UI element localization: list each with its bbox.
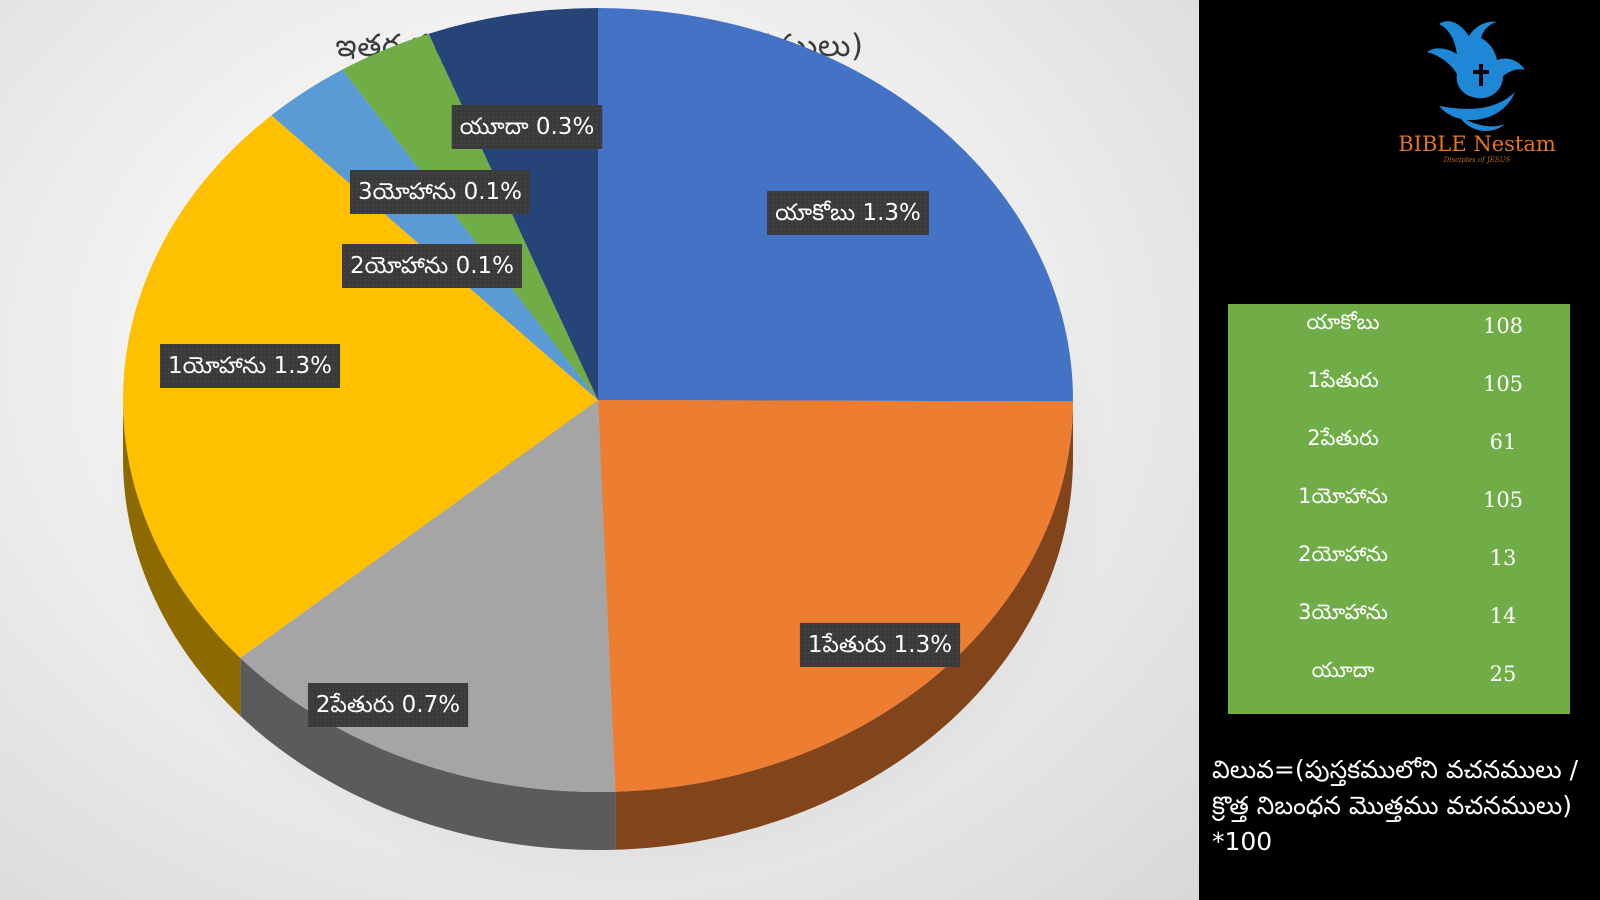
- formula-note: విలువ=(పుస్తకములోని వచనములు / క్రొత్త ని…: [1212, 752, 1592, 860]
- data-label: 1పేతురు 1.3%: [799, 623, 961, 667]
- data-label-text: 1యోహాను 1.3%: [168, 353, 332, 379]
- table-cell-value: 105: [1482, 488, 1524, 512]
- data-label-text: 3యోహాను 0.1%: [358, 179, 522, 205]
- data-label-text: 2యోహాను 0.1%: [350, 253, 514, 279]
- data-label-box: [349, 170, 531, 214]
- table-cell-value: 108: [1482, 314, 1524, 338]
- logo-tagline: Disciples of JESUS: [1443, 156, 1511, 164]
- pie-slice: [598, 400, 1073, 792]
- verse-count-table: యాకోబు 108 1పేతురు 105 2పేతురు 61 1యోహాన…: [1228, 304, 1570, 714]
- table-cell-value: 105: [1482, 372, 1524, 396]
- data-label-text: యూదా 0.3%: [460, 114, 595, 140]
- data-label: 2యోహాను 0.1%: [341, 244, 523, 288]
- table-cell-value: 14: [1489, 604, 1517, 628]
- table-row: యాకోబు 108: [1228, 304, 1570, 362]
- data-label-box: [799, 623, 961, 667]
- table-cell-name: 2యోహాను: [1298, 542, 1388, 566]
- table-row: 1యోహాను 105: [1228, 478, 1570, 536]
- table-row: యూదా 25: [1228, 652, 1570, 710]
- table-row: 2యోహాను 13: [1228, 536, 1570, 594]
- data-label-text: 2పేతురు 0.7%: [316, 692, 460, 718]
- formula-line: *100: [1212, 827, 1273, 856]
- formula-line: విలువ=(పుస్తకములోని వచనములు /: [1212, 755, 1579, 784]
- pie-slice: [123, 115, 599, 658]
- data-label-box: [159, 344, 341, 388]
- table-cell-name: యూదా: [1311, 658, 1375, 682]
- data-label-box: [767, 191, 929, 235]
- data-label: 3యోహాను 0.1%: [349, 170, 531, 214]
- table-cell-name: యాకోబు: [1306, 310, 1380, 334]
- data-label-box: [307, 683, 469, 727]
- data-label-text: 1పేతురు 1.3%: [808, 632, 952, 658]
- table-cell-value: 13: [1489, 546, 1517, 570]
- data-label-box: [451, 105, 603, 149]
- table-cell-name: 3యోహాను: [1298, 600, 1388, 624]
- data-label: 1యోహాను 1.3%: [159, 344, 341, 388]
- data-label: యూదా 0.3%: [451, 105, 603, 149]
- table-cell-name: 2పేతురు: [1307, 426, 1379, 450]
- table-row: 3యోహాను 14: [1228, 594, 1570, 652]
- pie-slice-side: [123, 400, 241, 716]
- data-label: యాకోబు 1.3%: [767, 191, 929, 235]
- dove-logo-icon: [1427, 21, 1525, 131]
- chart-panel: ఇతర పత్రికలు (క్రొత్త నిబంధన వచనములు) యా…: [0, 0, 1199, 900]
- data-label: 2పేతురు 0.7%: [307, 683, 469, 727]
- table-row: 2పేతురు 61: [1228, 420, 1570, 478]
- pie-slice: [342, 33, 598, 400]
- table-cell-value: 25: [1489, 662, 1517, 686]
- table-cell-name: 1పేతురు: [1307, 368, 1379, 392]
- formula-line: క్రొత్త నిబంధన మొత్తము వచనములు): [1212, 791, 1573, 820]
- pie-slice-side: [240, 657, 616, 850]
- logo-name: BIBLE Nestam: [1398, 132, 1556, 156]
- pie-slice-side: [615, 401, 1073, 850]
- table-cell-name: 1యోహాను: [1298, 484, 1388, 508]
- table-row: 1పేతురు 105: [1228, 362, 1570, 420]
- data-label-text: యాకోబు 1.3%: [775, 200, 921, 226]
- pie-chart: యాకోబు 1.3% 1పేతురు 1.3% 2పేతురు 0.7% 1యోహా…: [103, 8, 1113, 890]
- data-label-box: [341, 244, 523, 288]
- table-cell-value: 61: [1489, 430, 1517, 454]
- pie-slice: [271, 69, 598, 401]
